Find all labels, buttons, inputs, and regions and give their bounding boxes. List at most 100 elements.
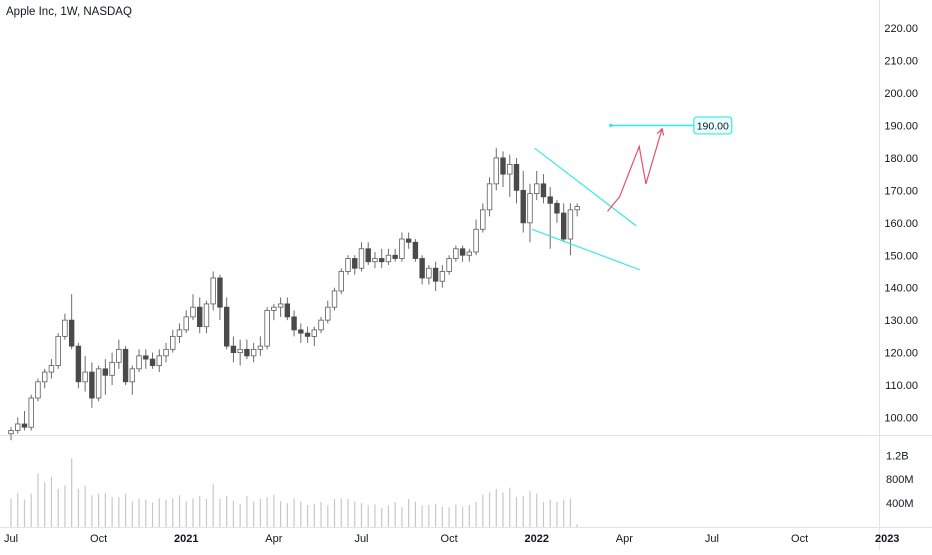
volume-bar bbox=[165, 499, 167, 527]
volume-bar bbox=[219, 498, 221, 527]
candle-body bbox=[426, 267, 432, 279]
volume-bar bbox=[367, 505, 369, 527]
volume-bar bbox=[563, 499, 565, 527]
candle-body bbox=[365, 248, 371, 263]
price-tick-label: 140.00 bbox=[884, 283, 918, 295]
target-line-anchor bbox=[609, 123, 613, 128]
candle-body bbox=[62, 319, 68, 337]
volume-bar bbox=[71, 458, 73, 527]
candle-body bbox=[372, 258, 378, 263]
candle-body bbox=[466, 251, 473, 256]
volume-bar bbox=[57, 488, 59, 527]
candle-body bbox=[223, 306, 230, 347]
candle-body bbox=[453, 248, 459, 259]
candle-body bbox=[210, 277, 216, 305]
volume-bar bbox=[84, 485, 86, 527]
candle-body bbox=[446, 258, 452, 272]
volume-bar bbox=[455, 504, 457, 527]
volume-bar bbox=[435, 503, 437, 527]
candle-body bbox=[197, 306, 203, 328]
price-tick-label: 160.00 bbox=[884, 218, 918, 230]
volume-bar bbox=[381, 507, 383, 527]
price-tick-label: 100.00 bbox=[884, 413, 918, 425]
candle-body bbox=[163, 348, 169, 357]
candle-body bbox=[304, 332, 311, 337]
volume-bar bbox=[468, 504, 470, 527]
volume-bar bbox=[549, 499, 551, 527]
candle-body bbox=[89, 371, 95, 399]
volume-bar bbox=[347, 498, 349, 527]
volume-bar bbox=[30, 493, 32, 527]
candle-body bbox=[311, 329, 317, 337]
candle-body bbox=[405, 238, 412, 243]
volume-bar bbox=[104, 492, 106, 527]
candle-body bbox=[540, 183, 547, 198]
candle-body bbox=[55, 335, 61, 366]
candle-body bbox=[331, 290, 338, 308]
volume-bars bbox=[10, 458, 578, 527]
volume-bar bbox=[448, 507, 450, 527]
candle-body bbox=[352, 258, 358, 269]
price-tick-label: 120.00 bbox=[884, 348, 918, 360]
volume-bar bbox=[495, 488, 497, 527]
volume-bar bbox=[482, 494, 484, 527]
volume-bar bbox=[428, 504, 430, 527]
candle-body bbox=[109, 361, 115, 376]
volume-bar bbox=[300, 501, 302, 527]
candle-body bbox=[378, 258, 385, 263]
candle-body bbox=[520, 189, 526, 224]
price-tick-label: 190.00 bbox=[884, 120, 918, 132]
candle-body bbox=[230, 345, 237, 353]
volume-bar bbox=[50, 476, 53, 527]
time-tick-label: 2021 bbox=[174, 533, 198, 545]
volume-bar bbox=[354, 501, 356, 527]
target-price-badge bbox=[693, 116, 733, 135]
volume-bar bbox=[44, 482, 46, 527]
volume-bar bbox=[37, 473, 39, 527]
volume-bar bbox=[569, 498, 572, 527]
volume-tick-label: 800M bbox=[886, 474, 914, 486]
candle-body bbox=[507, 163, 513, 175]
candle-body bbox=[338, 271, 344, 292]
volume-bar bbox=[23, 499, 26, 527]
time-tick-label: Oct bbox=[90, 533, 107, 545]
volume-bar bbox=[138, 498, 140, 527]
candle-body bbox=[149, 358, 156, 366]
volume-bar bbox=[17, 492, 19, 527]
price-axis: 100.00 110.00 120.00 130.00 140.00 150.00 160.… bbox=[884, 23, 918, 424]
time-tick-label: 2023 bbox=[875, 533, 899, 545]
volume-bar bbox=[232, 500, 235, 527]
candle-body bbox=[486, 183, 493, 211]
volume-bar bbox=[185, 501, 187, 527]
candle-body bbox=[190, 306, 196, 318]
candles bbox=[8, 148, 580, 441]
candle-body bbox=[534, 183, 540, 194]
volume-bar bbox=[111, 497, 113, 527]
volume-bar bbox=[576, 524, 578, 527]
candle-body bbox=[237, 348, 243, 354]
price-tick-label: 220.00 bbox=[884, 23, 918, 35]
volume-bar bbox=[124, 493, 127, 527]
volume-bar bbox=[374, 504, 376, 527]
candle-body bbox=[567, 209, 574, 240]
time-tick-label: 2022 bbox=[524, 533, 548, 545]
upper-trendline bbox=[534, 147, 637, 227]
candle-body bbox=[291, 316, 297, 331]
symbol-title: Apple Inc, 1W, NASDAQ bbox=[6, 6, 132, 18]
time-tick-label: Oct bbox=[441, 533, 458, 545]
candle-body bbox=[574, 206, 580, 211]
volume-tick-label: 400M bbox=[886, 498, 914, 510]
volume-bar bbox=[266, 497, 268, 527]
volume-bar bbox=[475, 501, 477, 527]
candle-body bbox=[21, 423, 28, 428]
drawings[interactable]: 190.00 bbox=[531, 116, 733, 271]
volume-bar bbox=[178, 495, 181, 527]
volume-bar bbox=[414, 501, 416, 527]
candle-body bbox=[399, 238, 405, 259]
volume-bar bbox=[239, 503, 241, 527]
candle-body bbox=[28, 397, 34, 428]
candle-body bbox=[325, 306, 331, 321]
time-tick-label: Oct bbox=[791, 533, 808, 545]
